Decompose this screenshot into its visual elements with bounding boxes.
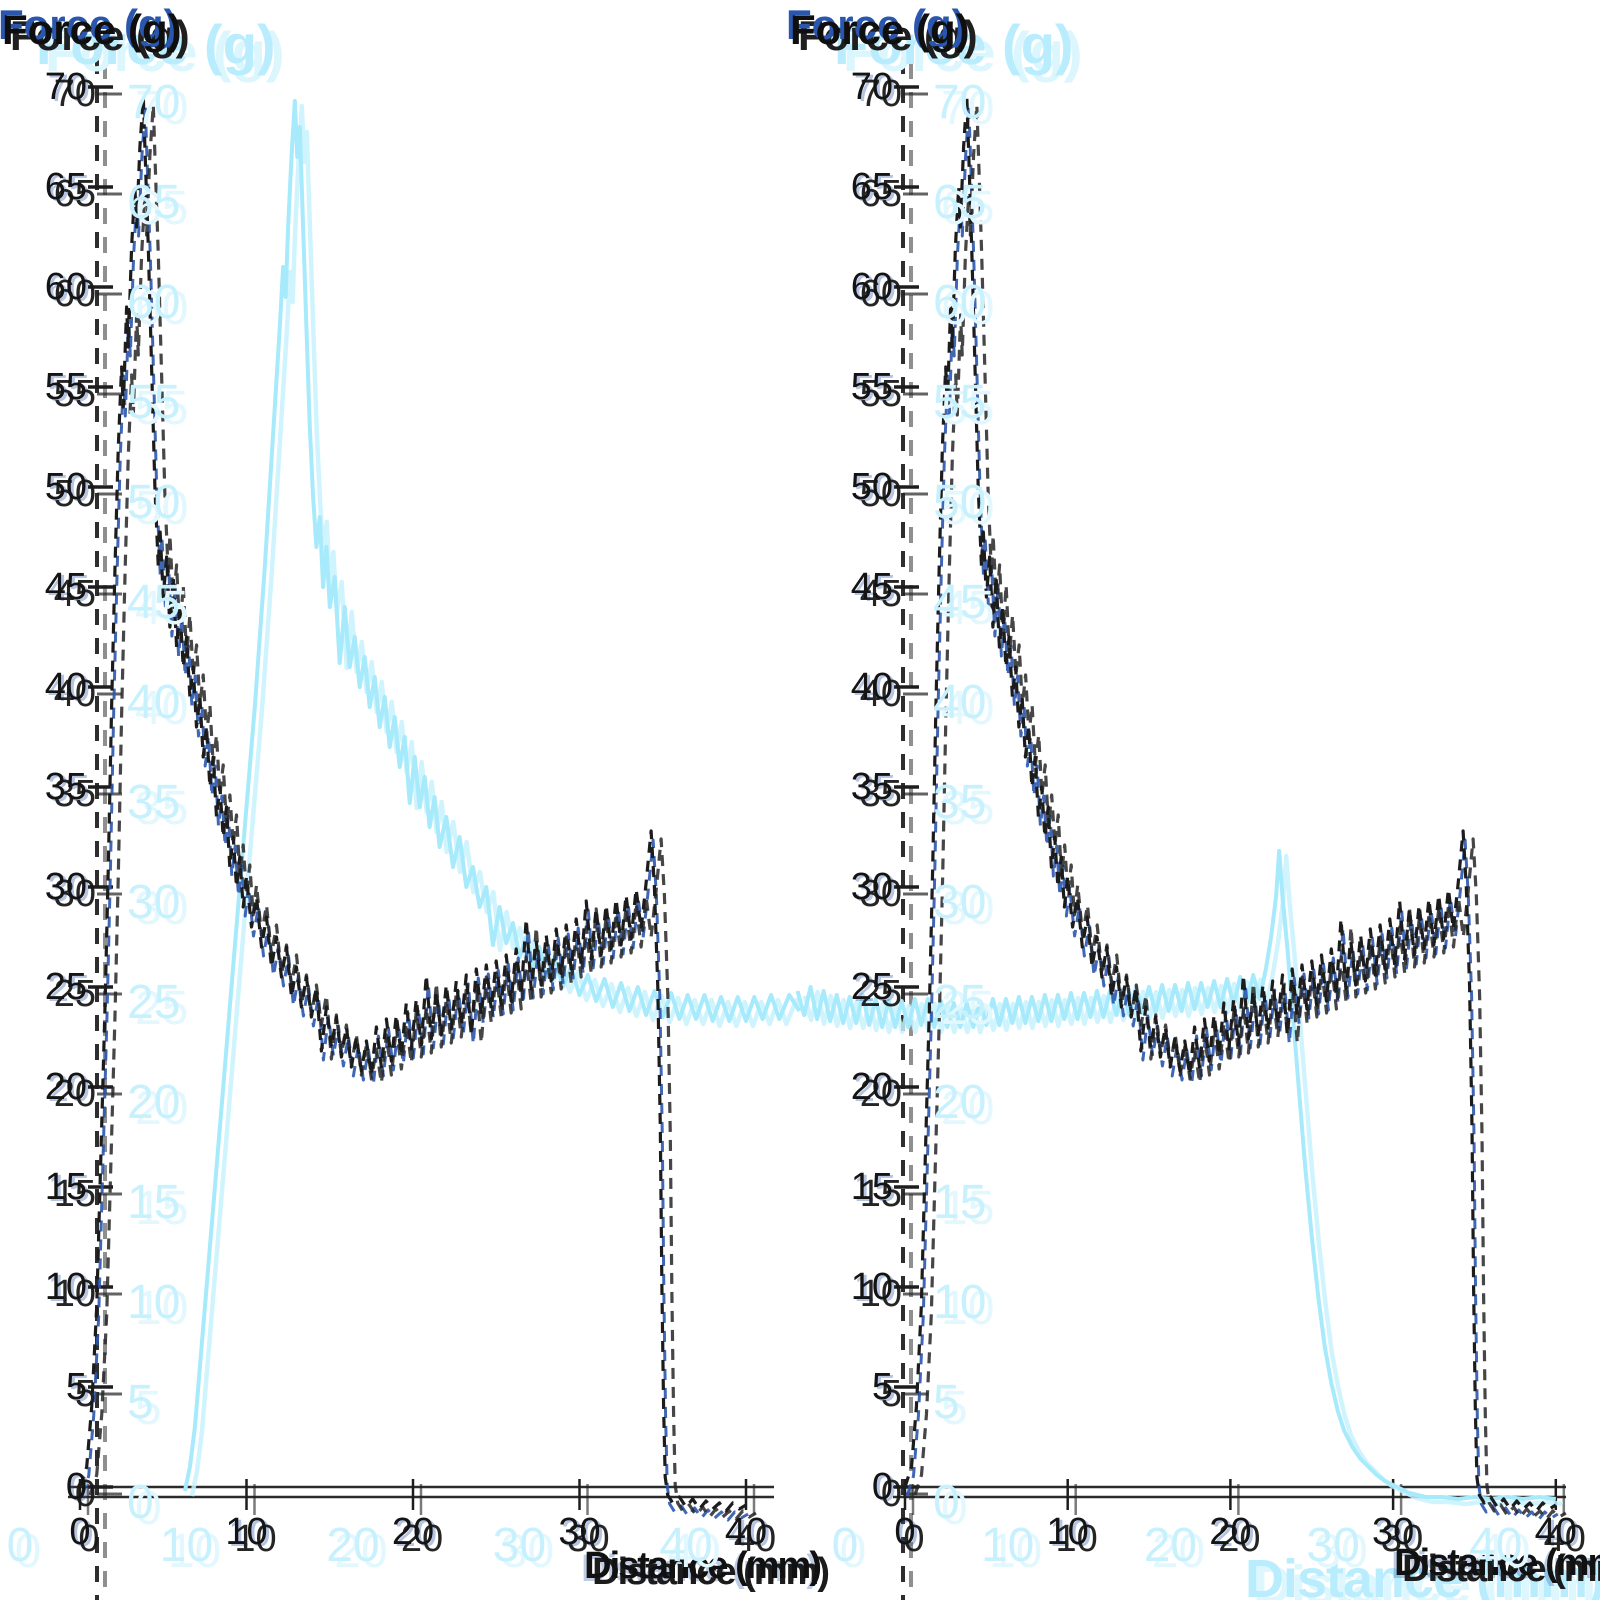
- light-force-curve: [182, 99, 801, 1492]
- light-force-curve-ghost: [802, 853, 1564, 1507]
- dashed-force-curve: [903, 95, 1557, 1513]
- dashed-force-curve-royal-ghost: [80, 104, 749, 1522]
- light-force-curve-ghost: [189, 103, 809, 1497]
- dashed-force-curve: [78, 95, 747, 1513]
- dashed-force-curve-ghost: [913, 103, 1567, 1521]
- dashed-force-curve-ghost: [88, 103, 757, 1521]
- dashed-force-curve-royal-ghost: [905, 104, 1559, 1522]
